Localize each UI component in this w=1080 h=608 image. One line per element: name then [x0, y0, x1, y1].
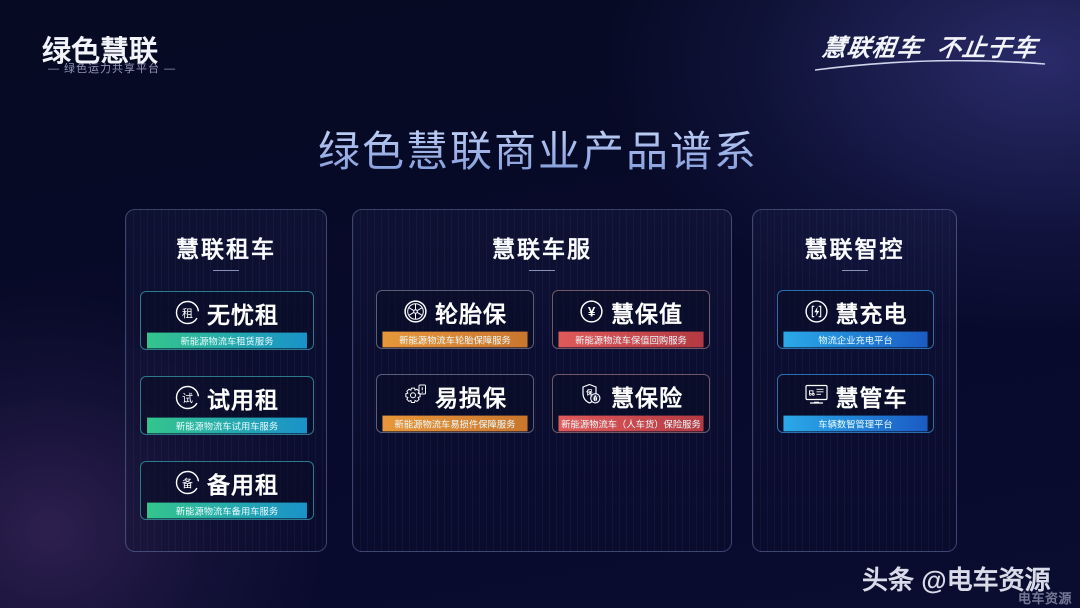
svg-text:¥: ¥: [588, 304, 596, 319]
